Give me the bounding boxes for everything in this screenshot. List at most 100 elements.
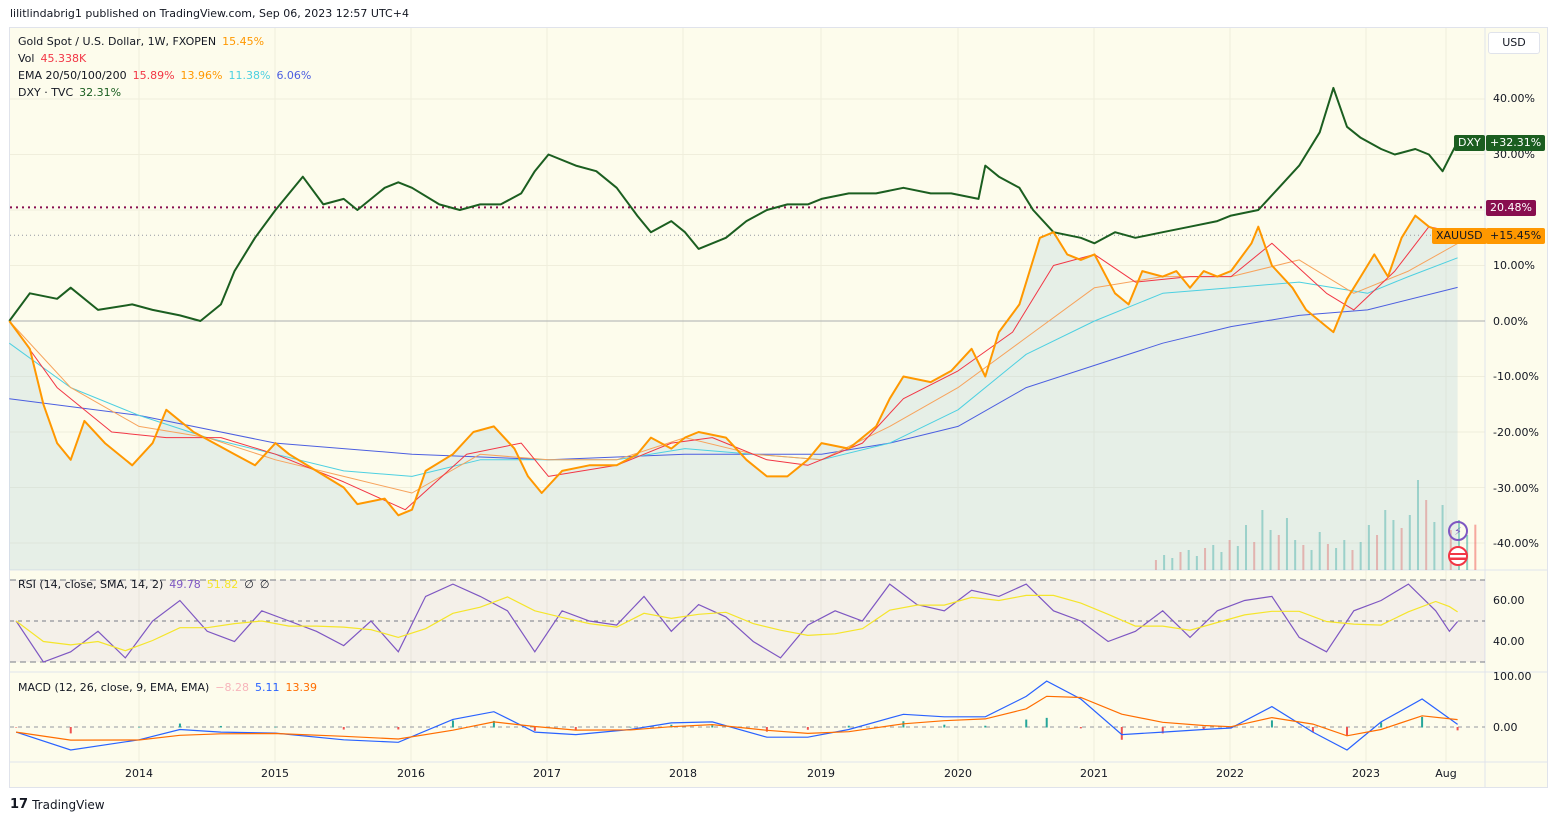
macd-signal-line [16, 695, 1458, 741]
macd-histogram-bar [1456, 727, 1459, 731]
macd-histogram-bar [1380, 722, 1383, 728]
volume-bar [1171, 558, 1174, 570]
dxy-name-tag: DXY [1454, 135, 1485, 151]
macd-histogram-bar [943, 724, 946, 728]
macd-histogram-bar [1346, 727, 1349, 737]
volume-bar [1277, 535, 1280, 570]
macd-histogram-bar [711, 725, 714, 728]
legend-dxy[interactable]: DXY · TVC 32.31% [18, 86, 127, 99]
legend-symbol: Gold Spot / U.S. Dollar, 1W, FXOPEN [18, 35, 217, 48]
price-tick: 10.00% [1493, 259, 1535, 272]
series-dxy [8, 86, 1459, 322]
time-tick: 2023 [1352, 767, 1380, 780]
volume-bar [1154, 560, 1157, 570]
legend-main[interactable]: Gold Spot / U.S. Dollar, 1W, FXOPEN 15.45… [18, 35, 270, 48]
price-tick: -40.00% [1493, 537, 1539, 550]
gold-name-tag: XAUUSD [1432, 228, 1487, 244]
rsi-sma-value: 51.82 [206, 578, 239, 591]
time-tick: 2019 [807, 767, 835, 780]
macd-value: 5.11 [255, 681, 280, 694]
legend-rsi-label: RSI (14, close, SMA, 14, 2) [18, 578, 164, 591]
volume-bar [1376, 535, 1379, 570]
volume-bar [1212, 545, 1215, 570]
price-tick: 40.00% [1493, 92, 1535, 105]
macd-histogram-bar [629, 726, 632, 728]
volume-bar [1335, 548, 1338, 570]
time-tick: 2016 [397, 767, 425, 780]
legend-dxy-value: 32.31% [79, 86, 122, 99]
macd-histogram-bar [574, 727, 577, 731]
series-xauusd [8, 214, 1458, 517]
macd-histogram-bar [274, 726, 277, 728]
macd-histogram-bar [397, 727, 400, 730]
time-tick: 2022 [1216, 767, 1244, 780]
us-flag-icon[interactable] [1448, 546, 1468, 566]
series-ema-200 [9, 286, 1458, 461]
volume-bar [1367, 525, 1370, 570]
chart-frame[interactable] [9, 27, 1548, 788]
legend-value: 15.45% [222, 35, 265, 48]
ema20-value: 15.89% [132, 69, 175, 82]
gold-value-tag: +15.45% [1486, 228, 1546, 244]
series-ema-20 [8, 226, 1458, 511]
legend-vol[interactable]: Vol 45.338K [18, 52, 92, 65]
macd-histogram-bar [1079, 727, 1082, 729]
legend-ema[interactable]: EMA 20/50/100/200 15.89% 13.96% 11.38% 6.06% [18, 69, 317, 82]
macd-histogram-bar [69, 727, 72, 734]
macd-histogram-bar [806, 727, 809, 730]
brand-text: TradingView [32, 797, 105, 812]
legend-vol-label: Vol [18, 52, 35, 65]
volume-bar [1285, 518, 1288, 570]
price-tick: -30.00% [1493, 482, 1539, 495]
rsi-tick: 40.00 [1493, 635, 1525, 648]
price-tick: 0.00% [1493, 315, 1528, 328]
volume-bar [1228, 540, 1231, 570]
volume-bar [1343, 540, 1346, 570]
price-tick: -20.00% [1493, 426, 1539, 439]
price-tick: 30.00% [1493, 148, 1535, 161]
macd-histogram-bar [1161, 727, 1164, 734]
time-tick: 2018 [669, 767, 697, 780]
macd-histogram-bar [137, 726, 140, 728]
tradingview-logo[interactable]: 𝟭𝟳 TradingView [10, 797, 105, 812]
time-tick: 2021 [1080, 767, 1108, 780]
ema50-value: 13.96% [180, 69, 223, 82]
volume-bar [1392, 520, 1395, 570]
lightning-icon[interactable]: ⚡ [1448, 521, 1468, 541]
macd-histogram-bar [1120, 727, 1123, 740]
volume-bar [1269, 530, 1272, 570]
rsi-value: 49.78 [169, 578, 201, 591]
rsi-tick: 60.00 [1493, 594, 1525, 607]
dxy-value-tag: +32.31% [1486, 135, 1546, 151]
legend-macd-label: MACD (12, 26, close, 9, EMA, EMA) [18, 681, 210, 694]
time-tick: 2017 [533, 767, 561, 780]
macd-histogram-bar [1202, 727, 1205, 730]
volume-bar [1433, 522, 1436, 570]
macd-histogram-bar [847, 725, 850, 728]
legend-rsi[interactable]: RSI (14, close, SMA, 14, 2) 49.78 51.82 ∅ ∅ [18, 578, 275, 591]
macd-histogram-bar [492, 720, 495, 728]
price-tick: -10.00% [1493, 370, 1539, 383]
ema100-value: 11.38% [228, 69, 271, 82]
rsi-sma-line [15, 594, 1458, 652]
tv-logo-icon: 𝟭𝟳 [10, 797, 29, 812]
time-tick: 2014 [125, 767, 153, 780]
ema200-value: 6.06% [276, 69, 312, 82]
macd-histogram-bar [1045, 717, 1048, 728]
volume-bar [1425, 500, 1428, 570]
legend-macd[interactable]: MACD (12, 26, close, 9, EMA, EMA) −8.28 5.… [18, 681, 323, 694]
time-tick: Aug [1435, 767, 1457, 780]
macd-tick: 100.00 [1493, 670, 1532, 683]
volume-bar [1236, 546, 1239, 570]
volume-bar [1441, 505, 1444, 570]
volume-bar [1204, 548, 1207, 570]
macd-hist-value: −8.28 [215, 681, 249, 694]
macd-histogram-bar [984, 725, 987, 728]
legend-dxy-label: DXY · TVC [18, 86, 74, 99]
volume-bar [1359, 542, 1362, 570]
rsi-empty-a: ∅ [244, 578, 254, 591]
level-value-tag: 20.48% [1486, 200, 1536, 216]
currency-button[interactable]: USD [1488, 32, 1540, 54]
volume-bar [1400, 528, 1403, 570]
